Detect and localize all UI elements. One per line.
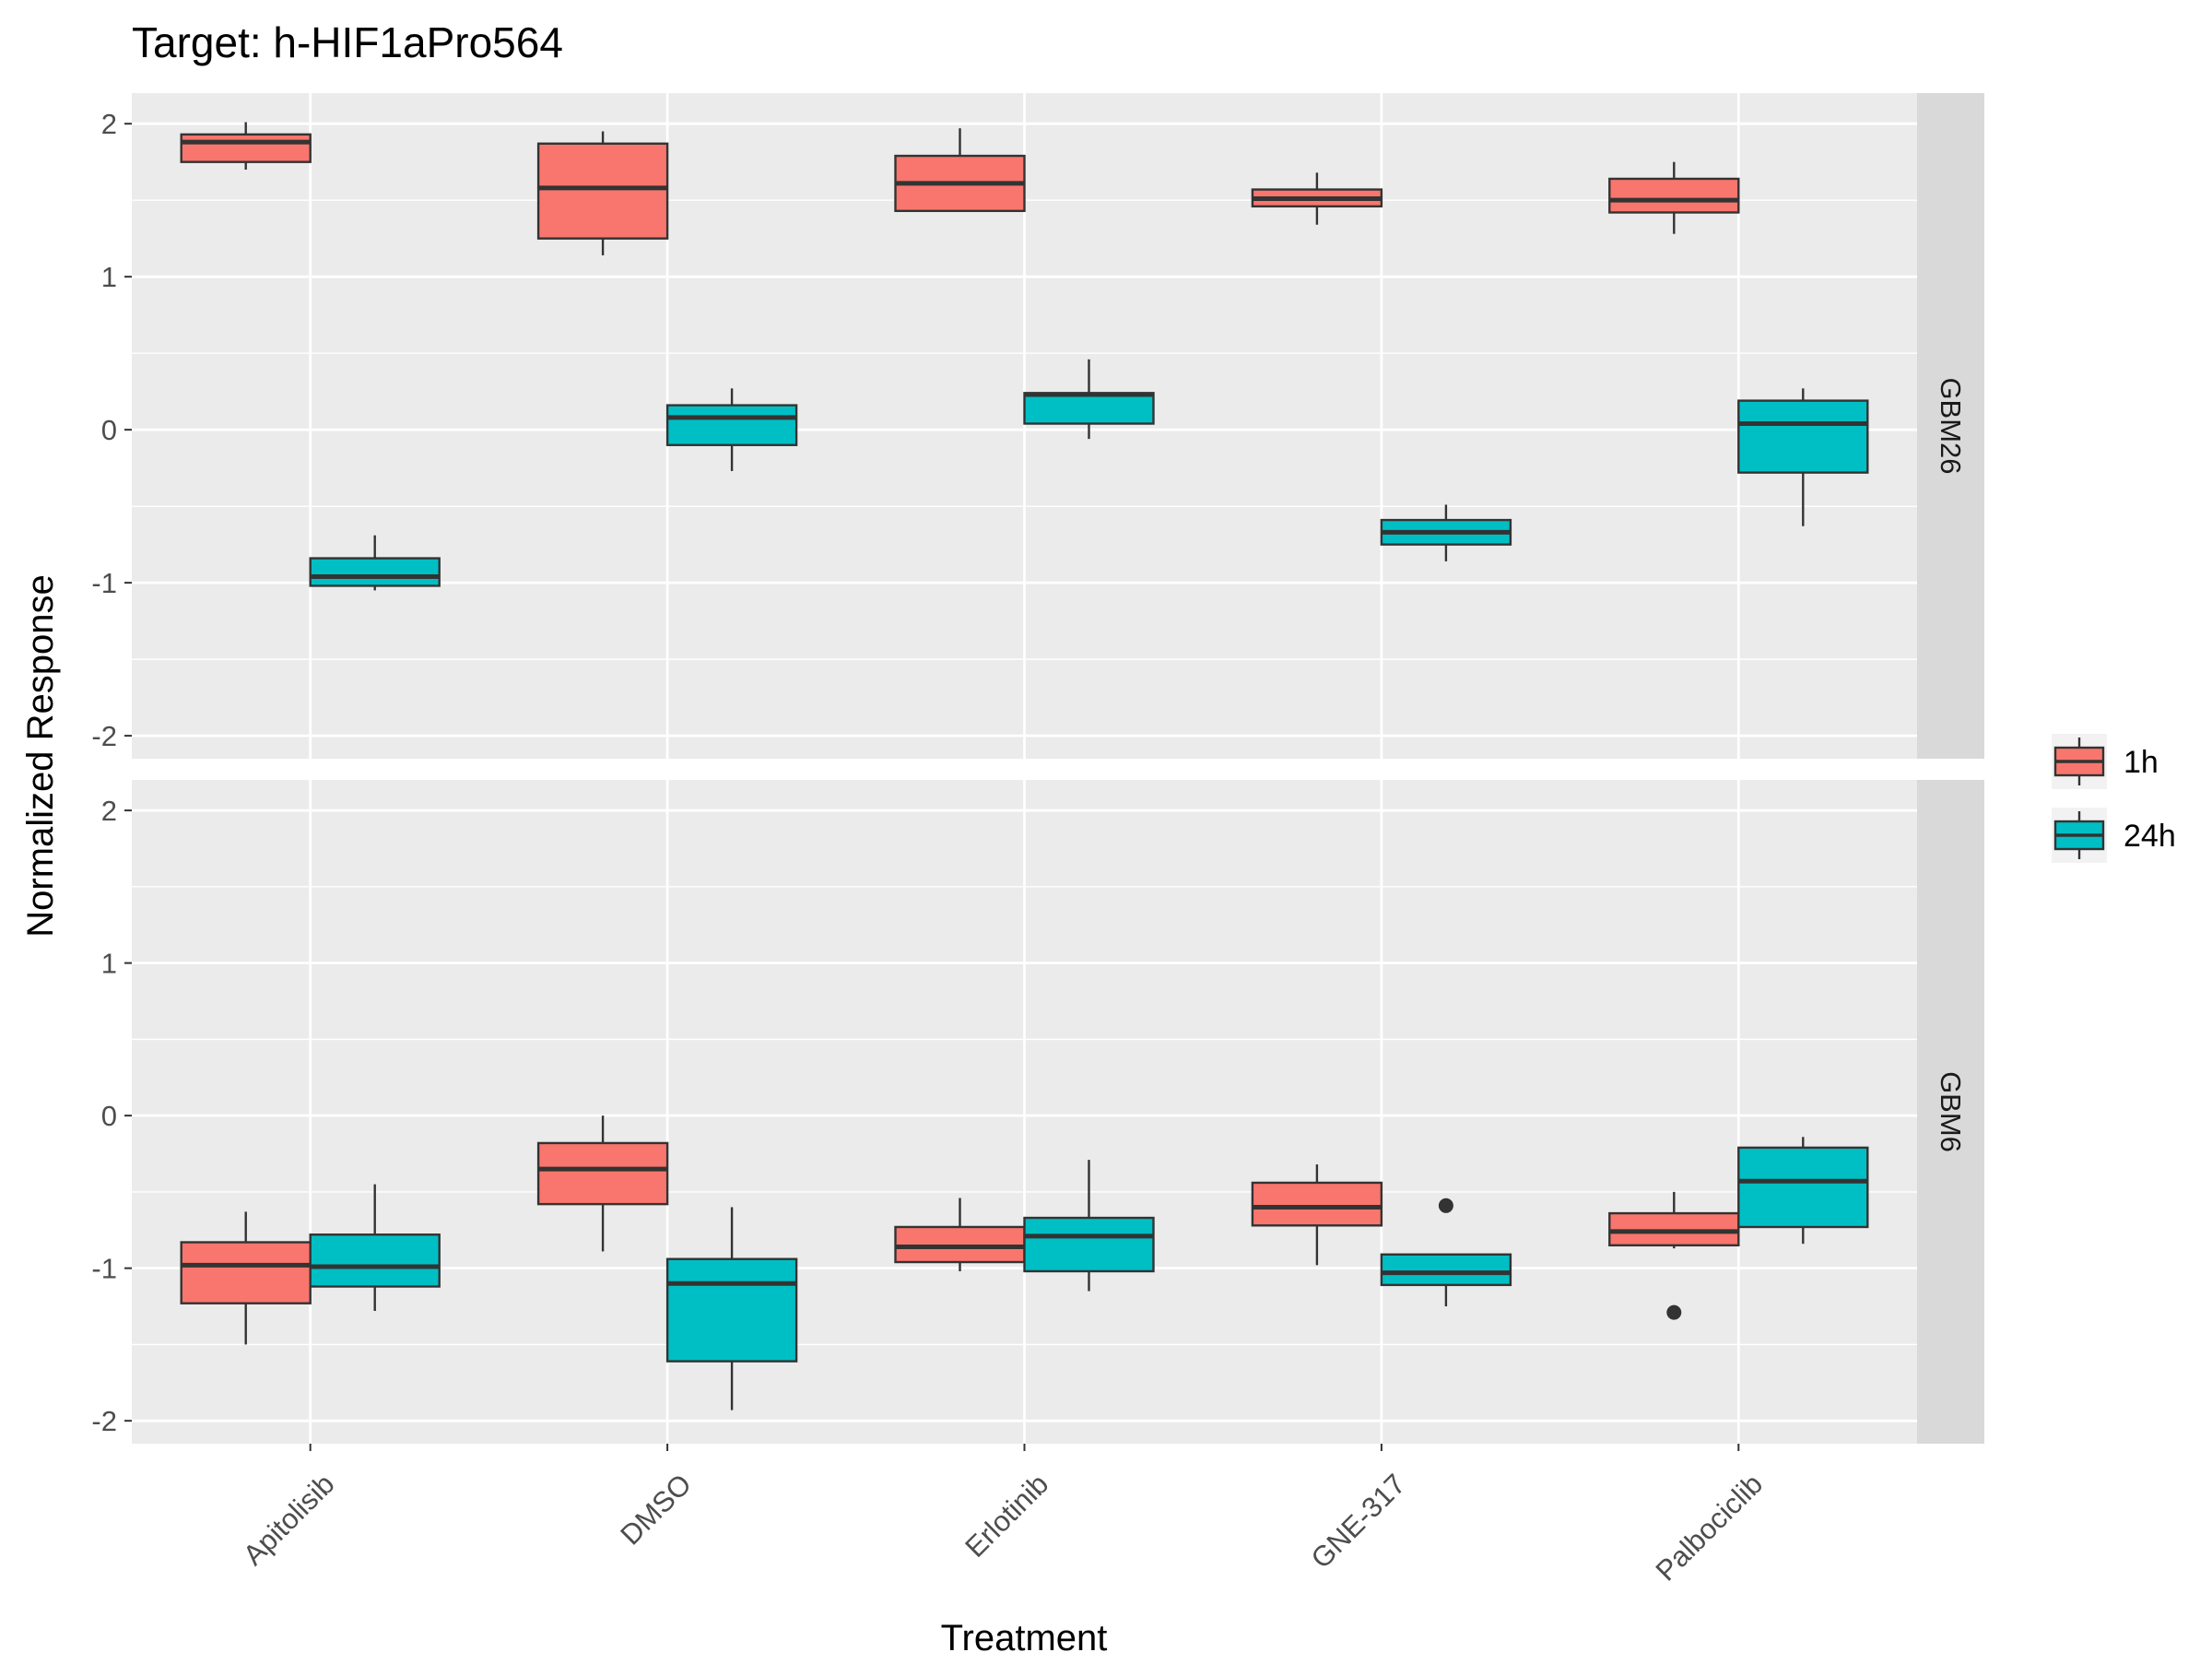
box-Erlotinib-24h [1023, 359, 1155, 440]
box-Erlotinib-1h [894, 128, 1026, 213]
facet-strip-label: GBM26 [1935, 377, 1967, 474]
y-tick-label: 1 [101, 948, 117, 980]
x-axis-title: Treatment [941, 1618, 1108, 1658]
box-DMSO-24h [665, 388, 798, 471]
box-GNE-317-1h [1251, 1164, 1383, 1266]
box-GNE-317-24h [1380, 1198, 1512, 1307]
box-Apitolisib-1h [180, 1211, 312, 1345]
y-tick-label: -1 [91, 1253, 117, 1285]
box-iqr [309, 1233, 441, 1288]
box-DMSO-24h [665, 1207, 798, 1410]
box-iqr [665, 1257, 798, 1363]
y-tick-label: 2 [101, 795, 117, 827]
box-iqr [1023, 1216, 1155, 1273]
box-Palbociclib-24h [1737, 388, 1869, 526]
box-iqr [180, 133, 312, 163]
facet-strip-label: GBM6 [1935, 1071, 1967, 1152]
box-iqr [1251, 1181, 1383, 1227]
box-Palbociclib-1h [1608, 1191, 1740, 1320]
box-DMSO-1h [536, 1115, 669, 1252]
box-Erlotinib-24h [1023, 1160, 1155, 1292]
box-iqr [665, 404, 798, 446]
box-iqr [1380, 1253, 1512, 1287]
box-Apitolisib-24h [309, 1184, 441, 1311]
y-tick-label: -2 [91, 720, 117, 752]
box-DMSO-1h [536, 131, 669, 255]
box-iqr [1737, 1146, 1869, 1229]
box-Apitolisib-1h [180, 122, 312, 170]
box-iqr [1023, 392, 1155, 425]
y-tick-label: -2 [91, 1405, 117, 1437]
legend: 1h 24h [2052, 734, 2176, 863]
y-tick-label: 1 [101, 261, 117, 293]
box-Apitolisib-24h [309, 535, 441, 591]
y-tick-label: 0 [101, 414, 117, 446]
box-iqr [1737, 399, 1869, 474]
box-GNE-317-24h [1380, 504, 1512, 561]
panels-layer: -2 -1 0 1 2 GBM26 -2 -1 0 1 2 GBM6 [91, 93, 1984, 1444]
box-Palbociclib-1h [1608, 161, 1740, 234]
chart-title: Target: h-HIF1aPro564 [132, 18, 563, 66]
legend-item-24h: 24h [2052, 808, 2176, 863]
y-tick-label: 2 [101, 108, 117, 140]
facet-strip [1917, 93, 1984, 759]
legend-label: 1h [2124, 745, 2159, 780]
outlier-point [1666, 1304, 1682, 1320]
y-tick-label: 0 [101, 1100, 117, 1132]
box-iqr [309, 557, 441, 587]
legend-item-1h: 1h [2052, 734, 2159, 789]
legend-label: 24h [2124, 819, 2176, 854]
box-iqr [1608, 177, 1740, 214]
outlier-point [1438, 1198, 1453, 1213]
box-Palbociclib-24h [1737, 1137, 1869, 1245]
box-iqr [536, 1141, 669, 1206]
y-tick-label: -1 [91, 567, 117, 599]
box-iqr [180, 1241, 312, 1304]
box-GNE-317-1h [1251, 172, 1383, 225]
box-Erlotinib-1h [894, 1198, 1026, 1271]
box-iqr [536, 142, 669, 240]
facet-panel-GBM6: -2 -1 0 1 2 GBM6 [91, 780, 1984, 1444]
y-axis-title: Normalized Response [20, 574, 61, 938]
facet-panel-GBM26: -2 -1 0 1 2 GBM26 [91, 93, 1984, 759]
facet-strip [1917, 780, 1984, 1444]
